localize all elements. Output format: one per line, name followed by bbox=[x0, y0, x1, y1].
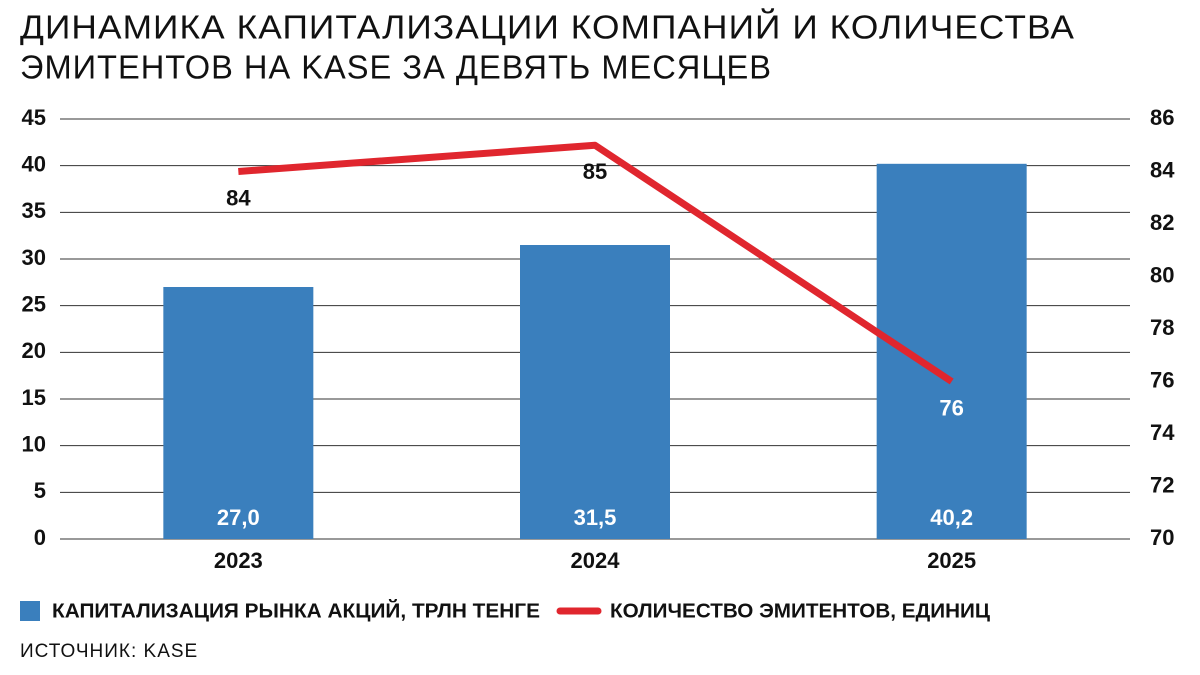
bar bbox=[876, 163, 1027, 540]
y-tick-label: 45 bbox=[22, 105, 46, 130]
y2-tick-label: 76 bbox=[1150, 367, 1174, 392]
bar-value-label: 27,0 bbox=[217, 505, 260, 530]
y-tick-label: 35 bbox=[22, 198, 46, 223]
y-tick-label: 5 bbox=[34, 478, 46, 503]
chart-title: ЭМИТЕНТОВ НА KASE ЗА ДЕВЯТЬ МЕСЯЦЕВ bbox=[20, 49, 772, 86]
x-tick-label: 2024 bbox=[571, 548, 621, 573]
legend-label: КАПИТАЛИЗАЦИЯ РЫНКА АКЦИЙ, ТРЛН ТЕНГЕ bbox=[52, 598, 540, 622]
y2-tick-label: 82 bbox=[1150, 210, 1174, 235]
line bbox=[238, 141, 954, 385]
y2-tick-label: 72 bbox=[1150, 472, 1174, 497]
y2-tick-label: 74 bbox=[1150, 420, 1175, 445]
line-value-label: 76 bbox=[939, 395, 963, 420]
y-tick-label: 20 bbox=[22, 338, 46, 363]
y-tick-label: 15 bbox=[22, 385, 46, 410]
y-tick-label: 10 bbox=[22, 431, 46, 456]
bar-value-label: 31,5 bbox=[574, 505, 617, 530]
y-tick-label: 40 bbox=[22, 151, 46, 176]
line-value-label: 84 bbox=[226, 185, 251, 210]
x-tick-label: 2023 bbox=[214, 548, 263, 573]
bar bbox=[163, 287, 314, 539]
legend-swatch bbox=[20, 601, 40, 621]
y2-tick-label: 80 bbox=[1150, 262, 1174, 287]
line-value-label: 85 bbox=[583, 159, 607, 184]
y-tick-label: 30 bbox=[22, 245, 46, 270]
bar-value-label: 40,2 bbox=[930, 505, 973, 530]
y-tick-label: 0 bbox=[34, 525, 46, 550]
bar bbox=[520, 245, 670, 539]
y-tick-label: 25 bbox=[22, 291, 46, 316]
y2-tick-label: 84 bbox=[1150, 157, 1175, 182]
y2-tick-label: 70 bbox=[1150, 525, 1174, 550]
chart-title: ДИНАМИКА КАПИТАЛИЗАЦИИ КОМПАНИЙ И КОЛИЧЕ… bbox=[20, 9, 1075, 46]
y2-tick-label: 78 bbox=[1150, 315, 1174, 340]
x-tick-label: 2025 bbox=[927, 548, 976, 573]
y2-tick-label: 86 bbox=[1150, 105, 1174, 130]
legend-label: КОЛИЧЕСТВО ЭМИТЕНТОВ, ЕДИНИЦ bbox=[610, 600, 990, 622]
source: ИСТОЧНИК: KASE bbox=[20, 641, 198, 662]
